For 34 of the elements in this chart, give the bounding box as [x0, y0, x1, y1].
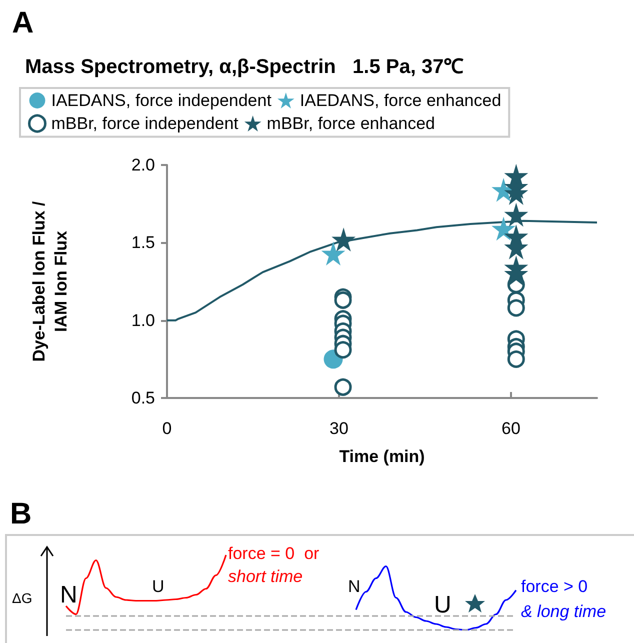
text: A — [12, 6, 34, 40]
x-tick-label: 60 — [502, 419, 520, 438]
point — [332, 228, 356, 252]
legend-label: IAEDANS, force independent — [51, 91, 272, 110]
point — [492, 216, 516, 241]
text: force > 0 — [521, 577, 588, 596]
annotation: N — [60, 582, 78, 608]
y-tick-label: 0.5 — [131, 388, 155, 408]
point — [504, 202, 528, 227]
point — [334, 291, 352, 309]
annotation: U — [152, 577, 164, 596]
chart-title: B — [10, 498, 32, 530]
y-tick-label: 2.0 — [131, 156, 155, 174]
x-tick-label: 30 — [330, 419, 348, 438]
annotation: N — [348, 577, 360, 596]
y-tick-label: 1.5 — [131, 233, 155, 252]
legend-label: mBBr, force enhanced — [266, 114, 436, 133]
chart-title: Mass Spectrometry, α,β-Spectrin 1.5 Pa, 37℃ — [25, 56, 464, 78]
annotation: U — [434, 592, 452, 618]
legend-label: IAEDANS, force enhanced — [300, 91, 502, 110]
annotation: short time — [228, 567, 303, 586]
x-tick-label: 0 — [162, 419, 172, 438]
legend-label: mBBr, force independent — [51, 114, 239, 133]
text: & long time — [521, 602, 606, 621]
y-axis-title: Dye-Label Ion Flux / IAM Ion Flux — [30, 200, 70, 362]
x-axis-title: Time (min) — [339, 447, 425, 466]
point — [507, 299, 525, 317]
point — [507, 350, 525, 368]
y-axis-title: ΔG — [12, 590, 32, 606]
annotation: force = 0 or — [228, 544, 320, 563]
point — [334, 378, 352, 396]
point — [321, 242, 346, 266]
y-tick-label: 1.0 — [131, 310, 155, 330]
point — [334, 341, 352, 359]
